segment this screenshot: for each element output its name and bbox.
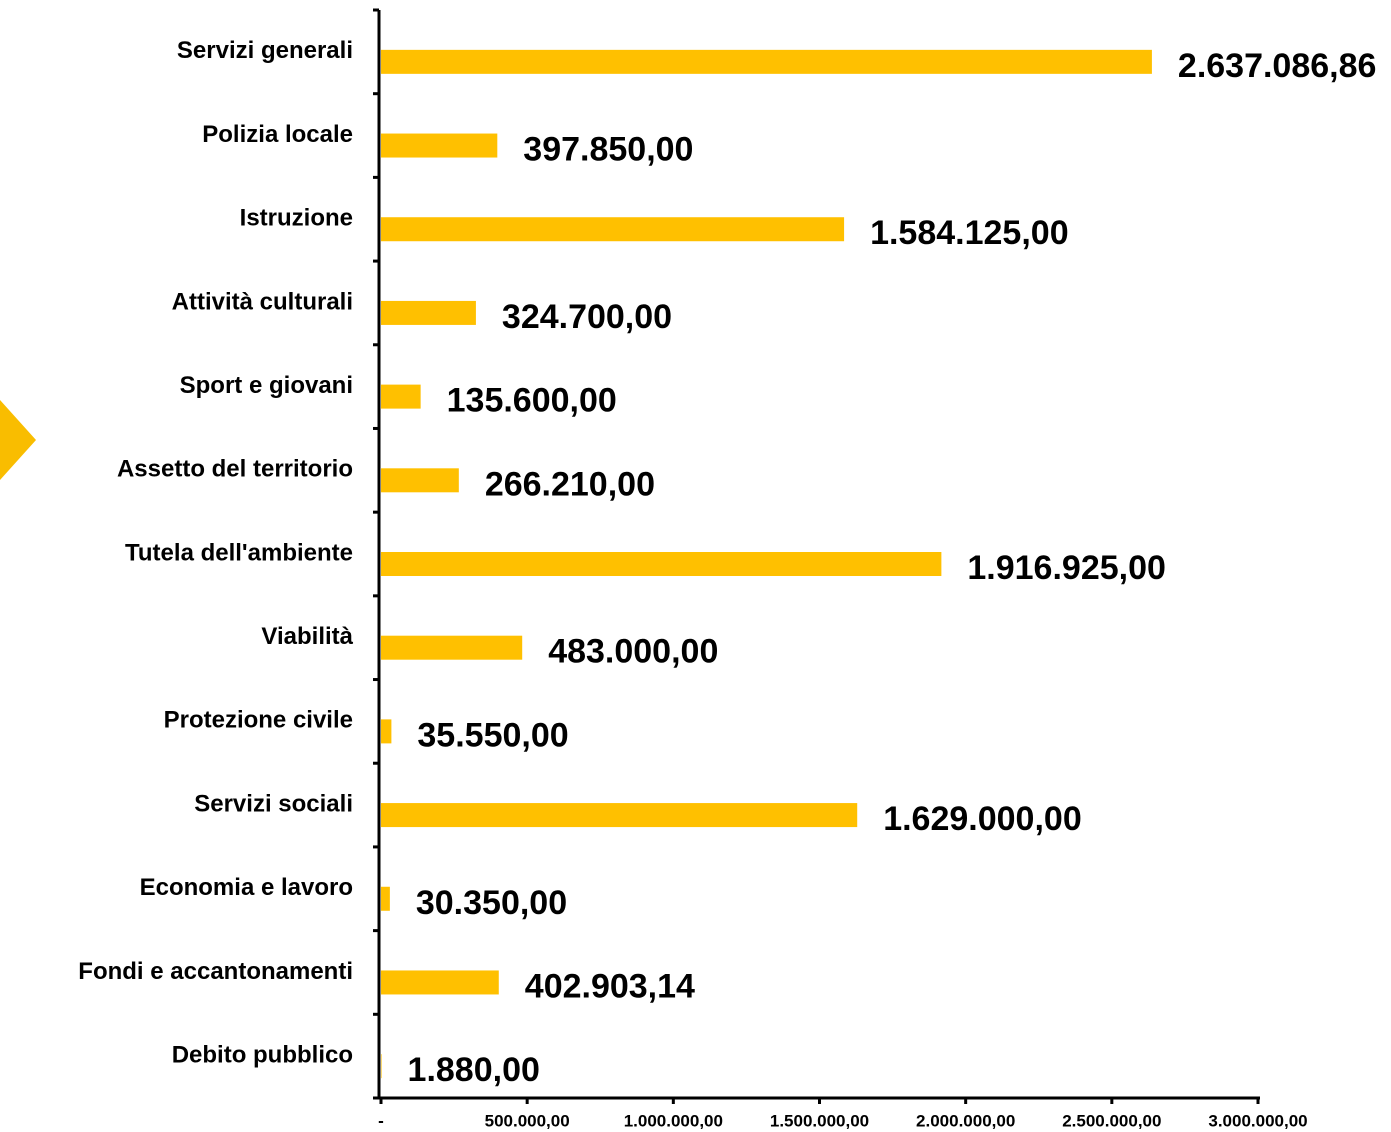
x-tick-label: 3.000.000,00 [1208, 1111, 1307, 1130]
bar [381, 635, 523, 660]
bar [381, 552, 942, 576]
category-label: Protezione civile [164, 707, 353, 734]
category-label: Assetto del territorio [117, 456, 353, 483]
x-tick-label: 2.500.000,00 [1062, 1111, 1161, 1130]
bar [381, 970, 499, 995]
category-label: Sport e giovani [180, 372, 353, 399]
x-tick-label: 500.000,00 [485, 1111, 570, 1130]
category-label: Debito pubblico [172, 1041, 353, 1068]
value-label: 1.916.925,00 [967, 549, 1166, 587]
category-label: Viabilità [261, 623, 353, 650]
category-label: Istruzione [240, 205, 353, 232]
bar [381, 217, 845, 242]
category-label: Servizi generali [177, 37, 353, 64]
value-label: 135.600,00 [447, 382, 617, 420]
bar [381, 468, 459, 493]
bar [381, 384, 421, 409]
value-label: 1.584.125,00 [870, 214, 1069, 252]
decor-arrow [0, 400, 36, 480]
bar [381, 133, 498, 158]
value-label: 30.350,00 [416, 884, 567, 922]
bar [381, 49, 1152, 74]
value-label: 1.880,00 [408, 1051, 540, 1089]
x-tick-label: 1.500.000,00 [770, 1111, 869, 1130]
value-label: 483.000,00 [548, 633, 718, 671]
category-label: Fondi e accantonamenti [78, 958, 353, 985]
x-tick-label: 2.000.000,00 [916, 1111, 1015, 1130]
bar [381, 803, 858, 828]
x-tick-label: - [378, 1111, 384, 1130]
value-label: 2.637.086,86 [1178, 47, 1377, 85]
category-label: Attività culturali [172, 288, 353, 315]
category-label: Polizia locale [202, 121, 353, 148]
category-label: Economia e lavoro [140, 874, 353, 901]
value-label: 397.850,00 [523, 131, 693, 169]
bar [381, 1054, 382, 1079]
bar [381, 886, 390, 911]
value-label: 324.700,00 [502, 298, 672, 336]
bar [381, 719, 392, 744]
x-tick-label: 1.000.000,00 [624, 1111, 723, 1130]
category-label: Servizi sociali [194, 790, 353, 817]
category-label: Tutela dell'ambiente [125, 539, 353, 566]
value-label: 266.210,00 [485, 465, 655, 503]
value-label: 1.629.000,00 [883, 800, 1082, 838]
bar [381, 300, 476, 325]
value-label: 35.550,00 [417, 716, 568, 754]
value-label: 402.903,14 [525, 967, 695, 1005]
